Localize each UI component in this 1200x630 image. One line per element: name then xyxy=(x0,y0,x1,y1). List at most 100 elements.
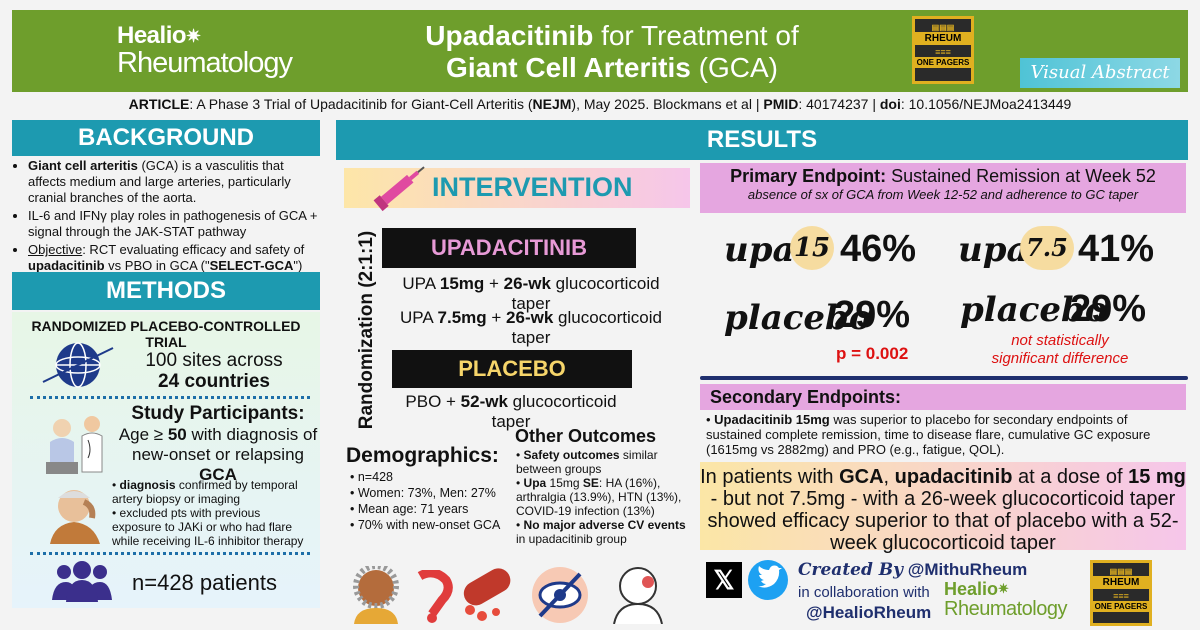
star-icon: ✷ xyxy=(186,26,201,46)
demo-item: n=428 xyxy=(357,470,393,484)
people-group-icon xyxy=(50,560,114,604)
results-heading: RESULTS xyxy=(336,120,1188,160)
ns-line1: not statistically xyxy=(1011,332,1109,349)
footer-healio-logo: Healio✷ Rheumatology xyxy=(944,580,1067,620)
list-item: IL-6 and IFNγ play roles in pathogenesis… xyxy=(28,208,324,240)
summary-bold: GCA xyxy=(839,466,884,488)
sites-text: 100 sites across 24 countries xyxy=(124,350,304,392)
demo-item: Women: 73%, Men: 27% xyxy=(357,486,496,500)
secondary-endpoints-text: • Upadacitinib 15mg was superior to plac… xyxy=(706,412,1151,457)
b3-rest3: ") xyxy=(293,258,303,273)
primary-endpoint-title: Primary Endpoint: Sustained Remission at… xyxy=(700,163,1186,187)
article-text2: ), May 2025. Blockmans et al | xyxy=(571,96,764,112)
age-criteria: Age ≥ 50 with diagnosis of new-onset or r… xyxy=(118,425,318,485)
article-label: ARTICLE xyxy=(128,96,190,112)
upa-7-5-label: upa xyxy=(958,230,1029,270)
o3-bold: No major adverse CV events xyxy=(523,518,686,532)
badge-top: RHEUM xyxy=(915,32,971,45)
trial-type: RANDOMIZED PLACEBO-CONTROLLED TRIAL xyxy=(31,318,301,350)
article-text1: : A Phase 3 Trial of Upadacitinib for Gi… xyxy=(189,96,533,112)
sites-line2: 24 countries xyxy=(158,371,270,392)
rheum-one-pagers-badge: ▤▤▤ RHEUM ≡≡≡ ONE PAGERS xyxy=(912,16,974,84)
summary-text: In patients with xyxy=(700,466,840,488)
placebo-right-label: placebo xyxy=(960,290,1108,330)
diag-rest: confirmed by temporal artery biopsy or i… xyxy=(112,478,298,506)
primary-endpoint-box: Primary Endpoint: Sustained Remission at… xyxy=(700,163,1186,213)
ns-line2: significant difference xyxy=(991,350,1129,367)
twitter-bird-icon[interactable] xyxy=(748,560,788,600)
participants-title: Study Participants: xyxy=(131,403,305,424)
list-item: Objective: RCT evaluating efficacy and s… xyxy=(28,242,324,274)
title-abbrev: (GCA) xyxy=(690,52,778,83)
arm-prefix: UPA xyxy=(400,308,438,327)
placebo-right-percent: 29% xyxy=(1070,288,1147,330)
syringe-icon xyxy=(370,164,426,214)
arm-plus: + xyxy=(484,274,504,293)
placebo-left-label: placebo xyxy=(724,298,872,338)
arm-taper: glucocorticoid taper xyxy=(491,392,617,431)
doi-label: doi xyxy=(879,96,901,112)
list-item: • Safety outcomes similar between groups xyxy=(516,448,658,476)
star-icon: ✷ xyxy=(998,581,1009,596)
healio-logo: Healio✷ Rheumatology xyxy=(117,22,293,79)
badge-bottom: ONE PAGERS xyxy=(915,57,971,68)
doi-value: : 10.1056/NEJMoa2413449 xyxy=(900,96,1072,112)
dose-15-badge: 15 xyxy=(790,226,834,270)
partner-handle[interactable]: @HealioRheum xyxy=(806,603,932,622)
dose-7-5-badge: 7.5 xyxy=(1020,226,1074,270)
badge-bottom: ONE PAGERS xyxy=(1093,601,1149,612)
demo-item: Mean age: 71 years xyxy=(357,502,469,516)
arm-dose: 7.5mg xyxy=(437,308,487,327)
age-text2: with diagnosis of xyxy=(186,425,318,444)
diag-bold: diagnosis xyxy=(119,478,176,492)
summary-bold: 15 mg xyxy=(1128,466,1186,488)
o1-bold: Safety outcomes xyxy=(523,448,620,462)
b1-rest: (GCA) is a vasculitis that affects mediu… xyxy=(28,158,291,205)
summary-text: at a dose of xyxy=(1012,466,1129,488)
divider xyxy=(700,376,1188,380)
woman-avatar-icon xyxy=(348,566,404,624)
not-significant-note: not statistically significant difference xyxy=(960,332,1160,368)
article-citation: ARTICLE: A Phase 3 Trial of Upadacitinib… xyxy=(0,96,1200,112)
x-logo-icon[interactable]: 𝕏 xyxy=(706,562,742,598)
arm-weeks: 26-wk xyxy=(503,274,551,293)
other-outcomes-list: • Safety outcomes similar between groups… xyxy=(516,448,692,546)
primary-bold: Primary Endpoint: xyxy=(730,166,887,186)
heart-aorta-icon xyxy=(410,570,454,624)
b3-rest2: vs PBO in GCA (" xyxy=(104,258,210,273)
badge-bars-icon: ≡≡≡ xyxy=(935,47,951,57)
arm-taper: glucocorticoid taper xyxy=(511,308,662,347)
arm-weeks: 26-wk xyxy=(506,308,554,327)
list-item: • Upa 15mg SE: HA (16%), arthralgia (13.… xyxy=(516,476,682,518)
o2-mid: 15mg xyxy=(546,476,583,490)
article-journal: NEJM xyxy=(532,96,572,112)
globe-icon xyxy=(38,340,118,390)
visual-abstract-tag: Visual Abstract xyxy=(1020,58,1180,88)
list-item: • Women: 73%, Men: 27% xyxy=(350,486,496,500)
o3-rest: in upadacitinib group xyxy=(516,532,627,546)
sites-line1: 100 sites across xyxy=(145,350,283,371)
divider xyxy=(30,396,310,399)
age-text: Age ≥ xyxy=(118,425,168,444)
demographics-list: • n=428 • Women: 73%, Men: 27% • Mean ag… xyxy=(350,469,510,533)
intervention-heading: INTERVENTION xyxy=(432,172,633,202)
other-outcomes-heading: Other Outcomes xyxy=(515,426,657,446)
pmid-value: : 40174237 | xyxy=(798,96,880,112)
background-list: Giant cell arteritis (GCA) is a vasculit… xyxy=(14,158,324,276)
pmid-label: PMID xyxy=(763,96,799,112)
gca-bold: GCA xyxy=(199,465,237,484)
author-handle[interactable]: @MithuRheum xyxy=(907,560,1028,579)
logo-line1: Healio xyxy=(117,22,187,49)
title-disease: Giant Cell Arteritis xyxy=(446,52,691,83)
o2-bold2: SE xyxy=(582,476,599,490)
upadacitinib-arm-label: UPADACITINIB xyxy=(382,228,636,268)
randomization-label: Randomization (2:1:1) xyxy=(356,230,377,430)
footer-rheum-badge: ▤▤▤ RHEUM ≡≡≡ ONE PAGERS xyxy=(1090,560,1152,626)
secondary-rest: was superior to placebo for secondary en… xyxy=(706,412,1151,457)
title-drug: Upadacitinib xyxy=(425,20,594,51)
n-patients: n=428 patients xyxy=(132,570,277,595)
arm-prefix: PBO + xyxy=(405,392,461,411)
objective-label: Objective xyxy=(28,242,83,257)
page-title: Upadacitinib for Treatment of Giant Cell… xyxy=(352,20,872,84)
